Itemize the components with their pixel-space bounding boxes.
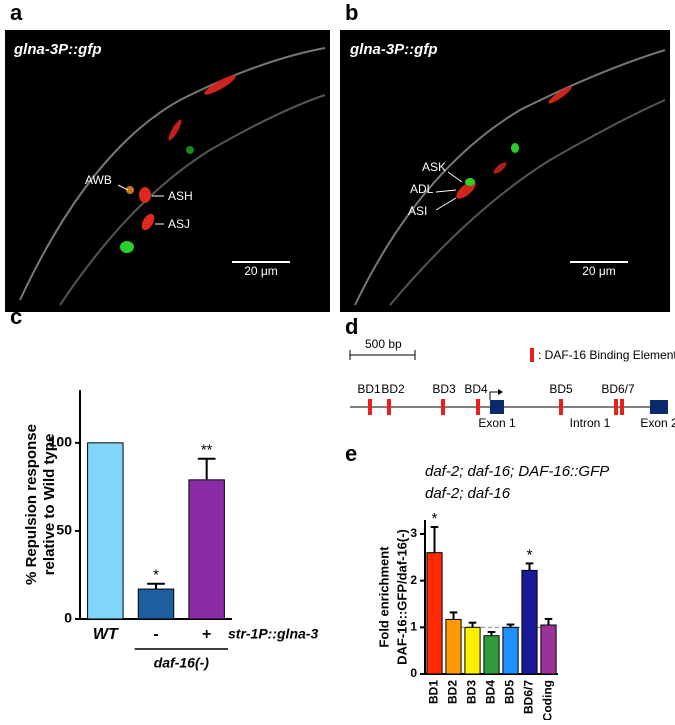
x-tick-label: BD4 xyxy=(484,680,498,704)
significance: * xyxy=(527,546,533,563)
image-title: glna-3P::gfp xyxy=(13,41,102,58)
cell-label: ASJ xyxy=(168,217,190,231)
y-axis-label: Fold enrichment xyxy=(376,546,391,648)
feature-label: Intron 1 xyxy=(570,416,611,430)
scale-label: 20 μm xyxy=(244,264,278,278)
significance: * xyxy=(153,567,159,584)
site-label: BD5 xyxy=(549,382,573,396)
x-tick-label: BD6/7 xyxy=(522,680,536,714)
site-label: BD2 xyxy=(381,382,405,396)
site-label: BD6/7 xyxy=(601,382,635,396)
x-tick-label: BD2 xyxy=(446,680,460,704)
y-tick-label: 0 xyxy=(410,666,417,680)
scale-label: 20 μm xyxy=(582,264,616,278)
legend-text: daf-2; daf-16 xyxy=(425,485,511,502)
bar xyxy=(464,626,481,675)
y-tick-label: 100 xyxy=(49,434,73,450)
y-tick-label: 1 xyxy=(410,620,417,634)
cell-label: ASH xyxy=(168,189,193,203)
y-tick-label: 2 xyxy=(410,573,417,587)
row-label: str-1P::glna-3 xyxy=(228,626,318,642)
x-tick-label: WT xyxy=(93,626,119,643)
micrograph xyxy=(5,30,330,312)
y-axis-label: DAF-16::GFP/daf-16(-) xyxy=(394,529,409,665)
y-tick-label: 3 xyxy=(410,526,417,540)
site-label: BD4 xyxy=(464,382,488,396)
panel-label: c xyxy=(10,304,22,329)
panel-label: b xyxy=(345,0,358,25)
feature-label: Exon 2 xyxy=(640,416,675,430)
x-tick-label: + xyxy=(202,626,211,643)
micrograph xyxy=(340,30,670,312)
x-tick-label: BD5 xyxy=(503,680,517,704)
cell-label: ASK xyxy=(422,160,446,174)
bar xyxy=(137,588,175,620)
x-tick-label: - xyxy=(153,626,158,643)
bar xyxy=(502,626,519,675)
bar xyxy=(540,624,557,675)
group-label: daf-16(-) xyxy=(154,655,210,671)
significance: * xyxy=(432,510,438,527)
x-tick-label: Coding xyxy=(541,680,555,720)
bar xyxy=(483,635,500,675)
gene-diagram xyxy=(349,348,668,415)
cell-label: ADL xyxy=(410,182,434,196)
scale-label: 500 bp xyxy=(365,337,402,351)
site-label: BD1 xyxy=(357,382,381,396)
cell-label: AWB xyxy=(85,173,112,187)
y-axis-label: % Repulsion response xyxy=(23,424,40,585)
bar xyxy=(188,479,225,620)
x-tick-label: BD3 xyxy=(465,680,479,704)
legend-text: daf-2; daf-16; DAF-16::GFP xyxy=(425,463,609,480)
panel-label: a xyxy=(10,0,23,25)
y-tick-label: 50 xyxy=(56,522,72,538)
feature-label: Exon 1 xyxy=(478,416,516,430)
panel-label: d xyxy=(345,314,358,339)
bar xyxy=(87,442,124,620)
image-title: glna-3P::gfp xyxy=(349,41,438,58)
cell-label: ASI xyxy=(408,204,427,218)
legend-text: : DAF-16 Binding Element xyxy=(538,348,675,362)
y-axis-label: relative to Wild type xyxy=(41,434,58,576)
x-tick-label: BD1 xyxy=(427,680,441,704)
bar xyxy=(426,552,443,675)
site-label: BD3 xyxy=(432,382,456,396)
panel-label: e xyxy=(345,441,357,466)
bar xyxy=(521,569,538,675)
significance: ** xyxy=(201,442,213,459)
y-tick-label: 0 xyxy=(64,610,72,626)
bar xyxy=(445,618,462,675)
